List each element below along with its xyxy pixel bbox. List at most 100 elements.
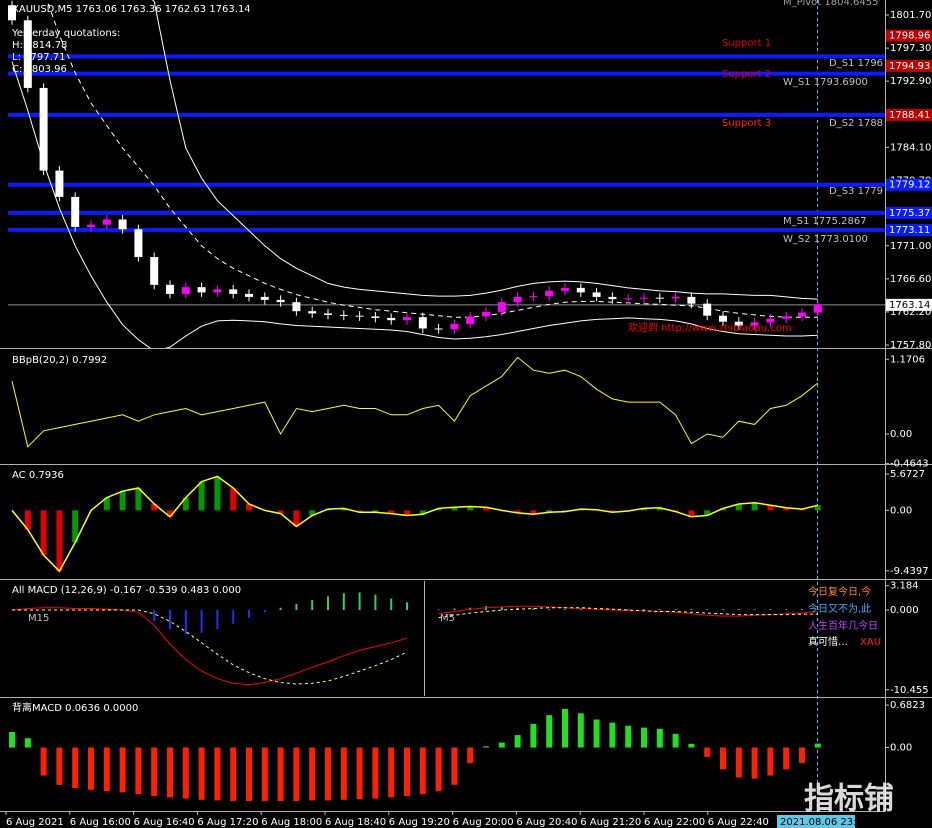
- x-tick-label: 6 Aug 18:00: [261, 817, 322, 828]
- candle-body: [750, 322, 759, 326]
- y-tick-label: 0.00: [890, 505, 912, 516]
- x-tick-label: 6 Aug 2021: [6, 817, 64, 828]
- price-box: [886, 206, 932, 219]
- bar: [546, 715, 553, 748]
- bar: [641, 727, 647, 748]
- ac-bar: [467, 506, 474, 511]
- y-tick-label: 1801.70: [890, 10, 931, 21]
- candle-body: [403, 317, 411, 321]
- x-tick-label: 6 Aug 22:00: [644, 817, 705, 828]
- macd-bar: [232, 610, 235, 624]
- bar: [435, 747, 442, 792]
- bar: [88, 747, 94, 790]
- candle-body: [813, 304, 822, 313]
- bar: [372, 747, 379, 799]
- price-box-label: 1775.37: [889, 208, 930, 219]
- ac-bar: [309, 510, 316, 516]
- bar: [451, 747, 458, 785]
- y-tick-label: 0.00: [890, 429, 912, 440]
- panel-title: XAUUSD,M5 1763.06 1763.36 1762.63 1763.1…: [12, 4, 251, 15]
- macd-bar: [690, 609, 693, 610]
- panel: Yesterday quotations:H: 1814.78L: 1797.7…: [8, 0, 885, 348]
- price-box: [886, 29, 932, 42]
- candle-body: [592, 292, 601, 297]
- bar: [672, 733, 679, 748]
- candle-body: [245, 293, 253, 297]
- bar: [498, 742, 505, 748]
- candle-body: [134, 229, 143, 258]
- bar: [609, 722, 616, 748]
- ac-bar: [277, 510, 284, 514]
- ac-bar: [530, 510, 537, 515]
- candle-body: [529, 296, 538, 298]
- macd-bar: [722, 609, 724, 610]
- y-tick-label: 1766.60: [890, 274, 931, 285]
- annotation: M15: [28, 613, 49, 624]
- candle-body: [197, 287, 206, 293]
- candle-body: [355, 315, 364, 317]
- signal-line: [12, 607, 818, 685]
- candle-body: [71, 196, 80, 227]
- ac-bar: [340, 508, 347, 511]
- annotation: D_S2 1788: [829, 118, 883, 129]
- ac-bar: [103, 497, 110, 511]
- candle-body: [150, 257, 159, 285]
- annotation: 今日又不为,此: [808, 602, 871, 615]
- indicator-line: [11, 356, 819, 448]
- bar: [767, 747, 774, 776]
- macd-bar: [579, 609, 582, 610]
- ac-bar: [483, 507, 489, 511]
- candle-body: [8, 5, 16, 21]
- y-tick-label: -0.4643: [890, 459, 929, 470]
- bar: [277, 747, 284, 802]
- ac-bar: [704, 510, 711, 516]
- bar: [735, 747, 742, 778]
- annotation: XAU: [860, 637, 881, 648]
- macd-bar: [153, 610, 156, 622]
- ac-bar: [167, 510, 173, 517]
- macd-bar: [295, 603, 298, 610]
- bar: [9, 731, 15, 748]
- ac-bar: [214, 476, 221, 511]
- bar: [530, 723, 537, 748]
- price-box-label: 1773.11: [889, 225, 930, 236]
- macd-bar: [184, 610, 187, 635]
- ac-bar: [419, 510, 426, 515]
- y-tick-label: -9.4397: [890, 566, 929, 577]
- candle-body: [276, 299, 285, 303]
- annotation: 人生百年几今日: [808, 619, 878, 632]
- bar: [704, 747, 711, 757]
- annotation: C: 1803.96: [12, 64, 67, 75]
- bar: [340, 747, 347, 800]
- candle-body: [387, 317, 396, 321]
- candle-body: [181, 287, 190, 294]
- ac-bar: [735, 503, 742, 511]
- macd-bar: [500, 606, 503, 610]
- ac-bar: [356, 510, 363, 513]
- candle-body: [87, 224, 95, 227]
- y-tick-label: 1797.30: [890, 43, 931, 54]
- candle-body: [55, 170, 64, 197]
- bar: [783, 747, 790, 770]
- price-box: [886, 108, 932, 121]
- ac-bar: [404, 510, 410, 516]
- candle-body: [166, 284, 174, 294]
- bar: [56, 747, 63, 785]
- ac-bar: [56, 510, 63, 572]
- bar: [814, 743, 821, 748]
- macd-bar: [706, 609, 709, 610]
- candle-body: [703, 303, 712, 316]
- macd-bar: [816, 609, 819, 610]
- macd-bar: [674, 609, 677, 610]
- ac-bar: [72, 510, 79, 543]
- candle-body: [292, 302, 301, 312]
- ac-bar: [609, 510, 616, 513]
- bar: [483, 746, 489, 748]
- macd-bar: [643, 609, 645, 610]
- x-tick-label: 6 Aug 18:40: [325, 817, 386, 828]
- bar: [419, 747, 426, 795]
- candle-body: [39, 87, 48, 171]
- ac-bar: [546, 510, 553, 513]
